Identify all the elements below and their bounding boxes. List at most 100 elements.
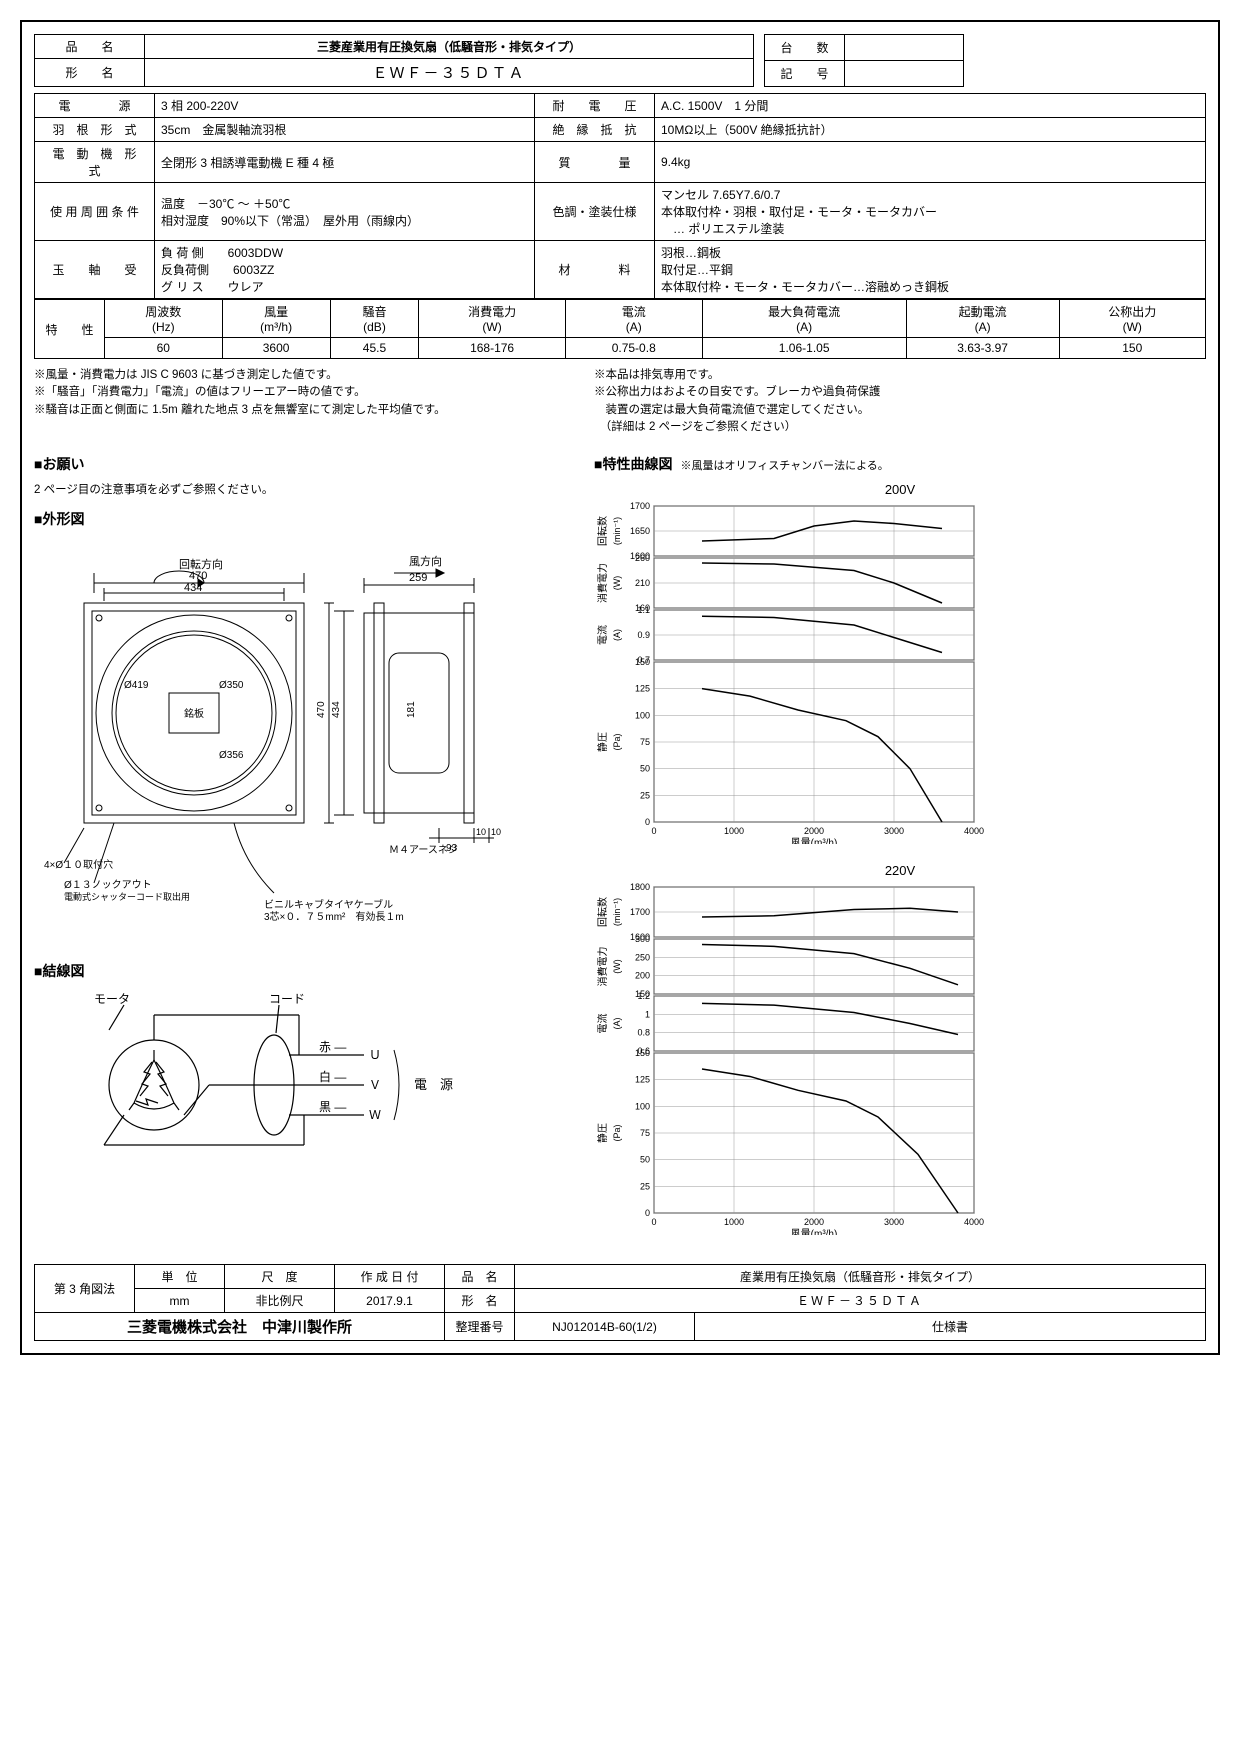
charts-container: 200V160016501700回転数(min⁻¹)160210260消費電力(… xyxy=(594,482,1206,1238)
doc-type: 仕様書 xyxy=(695,1313,1206,1341)
svg-text:1.2: 1.2 xyxy=(637,991,650,1001)
v-label: Ｖ xyxy=(369,1078,381,1092)
company: 三菱電機株式会社 中津川製作所 xyxy=(35,1313,445,1341)
spec-label: 質 量 xyxy=(535,142,655,183)
svg-text:210: 210 xyxy=(635,578,650,588)
chart-voltage-title: 220V xyxy=(594,863,1206,878)
cable-l1: ビニルキャブタイヤケーブル xyxy=(264,898,393,911)
svg-text:2000: 2000 xyxy=(804,826,824,836)
svg-text:電流: 電流 xyxy=(596,625,609,645)
name-label: 品 名 xyxy=(445,1265,515,1289)
spec-value: 全閉形 3 相誘導電動機 E 種 4 極 xyxy=(155,142,535,183)
note-line: ※公称出力はおよその目安です。ブレーカや過負荷保護 xyxy=(594,384,880,401)
perf-col: 起動電流(A) xyxy=(906,300,1059,338)
dim-470: 470 xyxy=(189,570,207,582)
num-value: NJ012014B-60(1/2) xyxy=(515,1313,695,1341)
date-label: 作 成 日 付 xyxy=(335,1265,445,1289)
svg-text:0: 0 xyxy=(645,817,650,827)
spec-label: 絶 縁 抵 抗 xyxy=(535,118,655,142)
scale-label: 尺 度 xyxy=(225,1265,335,1289)
note-line: ※騒音は正面と側面に 1.5m 離れた地点 3 点を無響室にて測定した平均値です… xyxy=(34,402,554,419)
perf-col: 電流(A) xyxy=(565,300,702,338)
perf-col: 騒音(dB) xyxy=(330,300,419,338)
spec-sheet: 品 名 三菱産業用有圧換気扇（低騒音形・排気タイプ） 形 名 ＥＷＦ－３５ＤＴＡ… xyxy=(20,20,1220,1355)
wind-label: 風方向 xyxy=(409,554,442,568)
svg-text:1650: 1650 xyxy=(630,526,650,536)
chart-svg: 160016501700回転数(min⁻¹)160210260消費電力(W)0.… xyxy=(594,501,994,844)
svg-text:0.8: 0.8 xyxy=(637,1028,650,1038)
svg-text:0: 0 xyxy=(645,1208,650,1218)
chart-svg: 160017001800回転数(min⁻¹)150200250300消費電力(W… xyxy=(594,882,994,1235)
performance-table: 特 性周波数(Hz)風量(m³/h)騒音(dB)消費電力(W)電流(A)最大負荷… xyxy=(34,299,1206,359)
svg-text:消費電力: 消費電力 xyxy=(596,563,609,603)
notes-left: ※風量・消費電力は JIS C 9603 に基づき測定した値です。※「騒音」「消… xyxy=(34,367,554,436)
svg-text:(W): (W) xyxy=(612,576,622,591)
cable-l2: 3芯×０．７５mm² 有効長１m xyxy=(264,910,404,923)
spec-value: 3 相 200-220V xyxy=(155,94,535,118)
mark-value xyxy=(845,61,964,87)
svg-text:3000: 3000 xyxy=(884,826,904,836)
svg-text:75: 75 xyxy=(640,1128,650,1138)
spec-value: マンセル 7.65Y7.6/0.7本体取付枠・羽根・取付足・モータ・モータカバー… xyxy=(655,183,1206,241)
svg-text:消費電力: 消費電力 xyxy=(596,947,609,987)
rotation-label: 回転方向 xyxy=(179,557,223,571)
note-line: ※本品は排気専用です。 xyxy=(594,367,880,384)
cord-label: コード xyxy=(269,992,305,1006)
mark-label: 記 号 xyxy=(765,61,845,87)
header-table-right: 台 数 記 号 xyxy=(764,34,964,87)
perf-label: 特 性 xyxy=(35,300,105,359)
w-label: Ｗ xyxy=(369,1108,381,1122)
note-line: 装置の選定は最大負荷電流値で選定してください。 xyxy=(594,402,880,419)
num-label: 整理番号 xyxy=(445,1313,515,1341)
svg-text:回転数: 回転数 xyxy=(596,516,609,546)
svg-text:1700: 1700 xyxy=(630,907,650,917)
svg-text:3000: 3000 xyxy=(884,1217,904,1227)
spec-value: 9.4kg xyxy=(655,142,1206,183)
svg-text:125: 125 xyxy=(635,1075,650,1085)
svg-text:1800: 1800 xyxy=(630,882,650,892)
svg-text:150: 150 xyxy=(635,657,650,667)
svg-text:250: 250 xyxy=(635,952,650,962)
svg-text:4000: 4000 xyxy=(964,1217,984,1227)
svg-text:風量(m³/h): 風量(m³/h) xyxy=(791,1228,838,1235)
svg-text:100: 100 xyxy=(635,710,650,720)
perf-col: 周波数(Hz) xyxy=(105,300,223,338)
footer-name: 産業用有圧換気扇（低騒音形・排気タイプ） xyxy=(515,1265,1206,1289)
svg-text:0: 0 xyxy=(651,826,656,836)
svg-text:風量(m³/h): 風量(m³/h) xyxy=(791,837,838,844)
qty-value xyxy=(845,35,964,61)
chart-voltage-title: 200V xyxy=(594,482,1206,497)
unit-value: mm xyxy=(135,1289,225,1313)
svg-text:25: 25 xyxy=(640,1181,650,1191)
svg-text:150: 150 xyxy=(635,1048,650,1058)
proj-method: 第 3 角図法 xyxy=(35,1265,135,1313)
svg-text:静圧: 静圧 xyxy=(596,732,609,752)
svg-text:2000: 2000 xyxy=(804,1217,824,1227)
chart-set: 220V160017001800回転数(min⁻¹)150200250300消費… xyxy=(594,863,1206,1238)
footer-table: 第 3 角図法 単 位 尺 度 作 成 日 付 品 名 産業用有圧換気扇（低騒音… xyxy=(34,1264,1206,1341)
qty-label: 台 数 xyxy=(765,35,845,61)
perf-cell: 60 xyxy=(105,338,223,359)
model-label: 形 名 xyxy=(35,59,145,87)
chart-set: 200V160016501700回転数(min⁻¹)160210260消費電力(… xyxy=(594,482,1206,847)
outline-title: ■外形図 xyxy=(34,509,574,529)
perf-cell: 3600 xyxy=(222,338,330,359)
u-label: Ｕ xyxy=(369,1048,381,1062)
svg-text:1000: 1000 xyxy=(724,826,744,836)
product-name: 三菱産業用有圧換気扇（低騒音形・排気タイプ） xyxy=(145,35,754,59)
perf-col: 風量(m³/h) xyxy=(222,300,330,338)
nameplate: 銘板 xyxy=(184,707,204,720)
svg-text:200: 200 xyxy=(635,971,650,981)
spec-label: 材 料 xyxy=(535,241,655,299)
svg-text:300: 300 xyxy=(635,934,650,944)
svg-text:100: 100 xyxy=(635,1101,650,1111)
svg-text:0.9: 0.9 xyxy=(637,630,650,640)
svg-text:1: 1 xyxy=(645,1009,650,1019)
svg-text:75: 75 xyxy=(640,737,650,747)
svg-text:4000: 4000 xyxy=(964,826,984,836)
spec-label: 羽 根 形 式 xyxy=(35,118,155,142)
perf-cell: 168-176 xyxy=(419,338,565,359)
svg-text:(A): (A) xyxy=(612,629,622,641)
date-value: 2017.9.1 xyxy=(335,1289,445,1313)
dim-434: 434 xyxy=(184,582,202,594)
